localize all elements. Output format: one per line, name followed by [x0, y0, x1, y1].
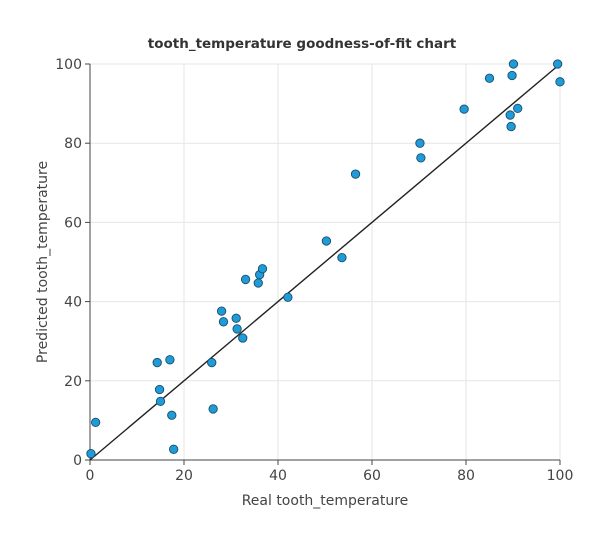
- y-tick-label: 40: [64, 295, 82, 311]
- fit-line-group: [89, 63, 561, 461]
- data-point: [152, 357, 162, 368]
- data-point: [350, 169, 361, 179]
- data-point: [553, 59, 563, 69]
- data-point: [505, 110, 515, 120]
- data-point: [155, 396, 166, 407]
- data-point: [154, 384, 165, 395]
- data-point: [484, 73, 495, 83]
- data-point: [459, 104, 469, 114]
- data-point: [513, 103, 523, 114]
- x-tick-label: 60: [363, 468, 381, 484]
- x-tick-label: 80: [457, 468, 475, 484]
- data-point: [218, 317, 229, 327]
- data-point: [231, 313, 241, 323]
- x-tick-label: 40: [269, 468, 287, 484]
- data-point: [167, 410, 177, 420]
- data-point: [416, 153, 426, 163]
- data-point: [321, 236, 332, 246]
- chart-title: tooth_temperature goodness-of-fit chart: [148, 36, 457, 52]
- fit-line: [89, 63, 561, 461]
- axes: 0 20 40 60 80 100 0 20 40 60 80 100: [55, 57, 573, 484]
- data-points: [86, 59, 565, 459]
- data-point: [165, 355, 175, 365]
- data-point: [506, 121, 516, 132]
- data-point: [253, 278, 263, 288]
- y-tick-label: 0: [73, 453, 82, 469]
- x-tick-label: 20: [175, 468, 193, 484]
- y-axis-title: Predicted tooth_temperature: [35, 161, 51, 363]
- data-point: [257, 264, 268, 274]
- y-tick-label: 60: [64, 215, 82, 231]
- data-point: [208, 404, 218, 414]
- data-point: [415, 138, 425, 148]
- data-point: [207, 357, 217, 368]
- data-point: [240, 274, 251, 285]
- data-point: [283, 292, 293, 302]
- data-point: [169, 444, 179, 454]
- data-point: [508, 59, 519, 69]
- data-point: [216, 306, 227, 316]
- data-point: [507, 70, 517, 81]
- data-point: [337, 252, 347, 263]
- data-point: [90, 417, 101, 428]
- data-point: [86, 449, 96, 459]
- data-point: [555, 77, 565, 87]
- x-tick-label: 100: [547, 468, 574, 484]
- x-tick-label: 0: [86, 468, 95, 484]
- y-tick-label: 20: [64, 374, 82, 390]
- x-axis-title: Real tooth_temperature: [242, 493, 409, 509]
- y-tick-label: 100: [55, 57, 82, 73]
- data-point: [238, 333, 248, 343]
- data-point: [232, 324, 242, 334]
- y-tick-label: 80: [64, 136, 82, 152]
